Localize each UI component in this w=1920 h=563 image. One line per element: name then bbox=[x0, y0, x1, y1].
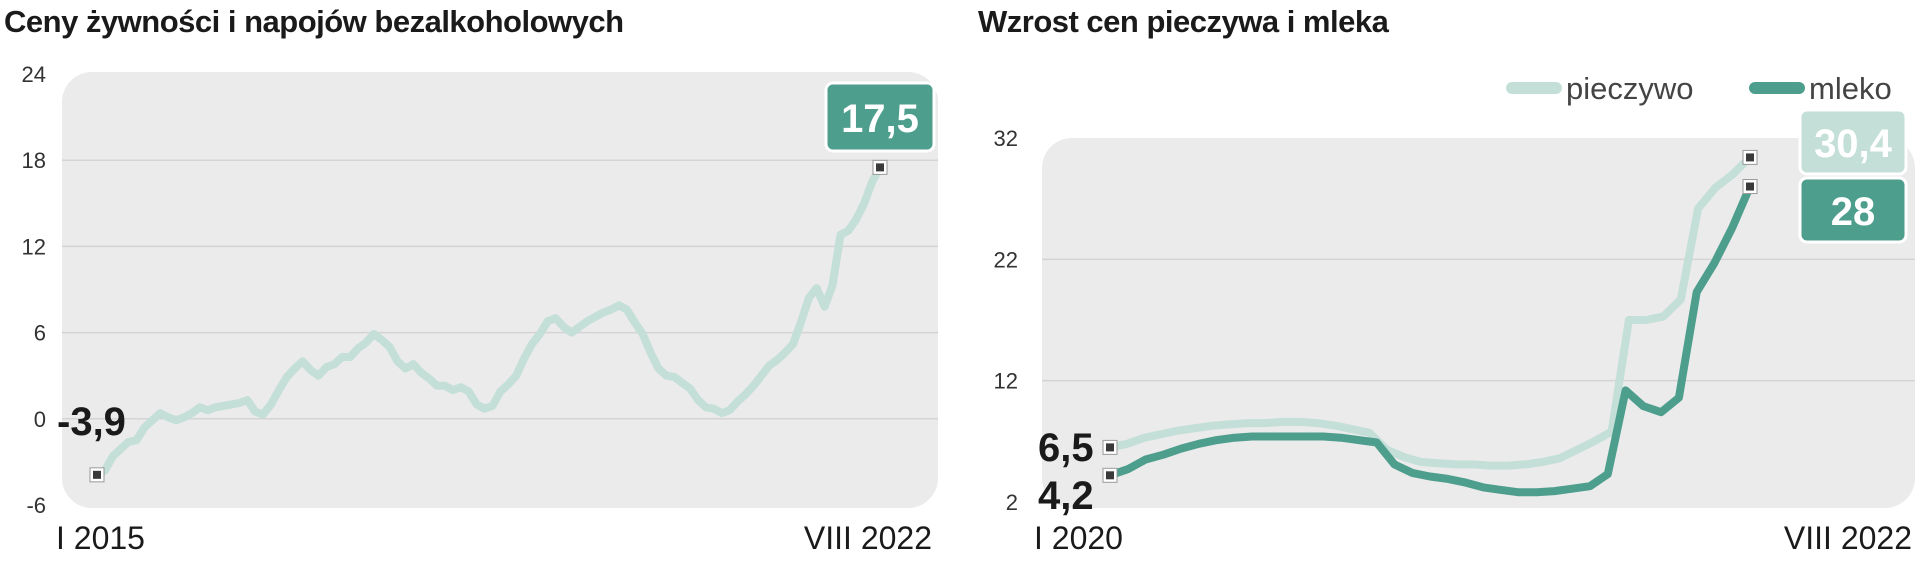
series-line bbox=[93, 163, 884, 479]
x-end-label: VIII 2022 bbox=[1784, 520, 1912, 556]
start-value-label-mleko: 4,2 bbox=[1038, 474, 1094, 518]
legend-label-mleko: mleko bbox=[1809, 71, 1892, 106]
plot-panel bbox=[62, 72, 938, 508]
y-tick-label: 18 bbox=[22, 148, 46, 173]
y-tick-label: 12 bbox=[22, 234, 46, 259]
chart-title-right: Wzrost cen pieczywa i mleka bbox=[978, 4, 1389, 39]
end-marker-pieczywo-core bbox=[1746, 153, 1754, 162]
y-tick-label: -6 bbox=[26, 493, 46, 518]
series-line-pieczywo bbox=[1106, 153, 1754, 470]
chart-title-left: Ceny żywności i napojów bezalkoholowych bbox=[4, 4, 624, 39]
x-start-label: I 2020 bbox=[1034, 520, 1123, 556]
y-tick-label: 6 bbox=[34, 321, 46, 346]
end-marker-mleko-core bbox=[1746, 182, 1754, 191]
end-value-box-pieczywo bbox=[1798, 108, 1908, 176]
y-tick-label: 2 bbox=[1006, 490, 1018, 515]
chart-left: 24 18 12 6 0 -6 I 2015 VIII 2022 -3,9 17,5 bbox=[22, 62, 938, 556]
start-marker-pieczywo-core bbox=[1106, 443, 1114, 452]
start-marker-mleko-core bbox=[1106, 471, 1114, 480]
start-value-label-pieczywo: 6,5 bbox=[1038, 426, 1094, 470]
start-marker-core bbox=[93, 470, 101, 479]
y-tick-label: 12 bbox=[994, 369, 1018, 394]
series-line-mleko bbox=[1106, 182, 1754, 497]
y-tick-label: 22 bbox=[994, 247, 1018, 272]
x-end-label: VIII 2022 bbox=[804, 520, 932, 556]
chart-right: 32 22 12 2 I 2020 VIII 2022 pieczywo mleko 6,54,… bbox=[994, 71, 1915, 556]
y-tick-label: 0 bbox=[34, 407, 46, 432]
end-marker-core bbox=[876, 163, 884, 172]
y-tick-label: 24 bbox=[22, 62, 46, 87]
end-value-box-mleko bbox=[1798, 176, 1908, 244]
end-value-label-pieczywo: 30,4 bbox=[1814, 122, 1893, 166]
end-value-label: 17,5 bbox=[841, 97, 919, 141]
start-value-label: -3,9 bbox=[57, 400, 126, 444]
end-value-box bbox=[824, 81, 936, 153]
end-value-label-mleko: 28 bbox=[1831, 190, 1876, 234]
legend-label-pieczywo: pieczywo bbox=[1566, 71, 1694, 106]
y-tick-label: 32 bbox=[994, 126, 1018, 151]
x-start-label: I 2015 bbox=[56, 520, 145, 556]
